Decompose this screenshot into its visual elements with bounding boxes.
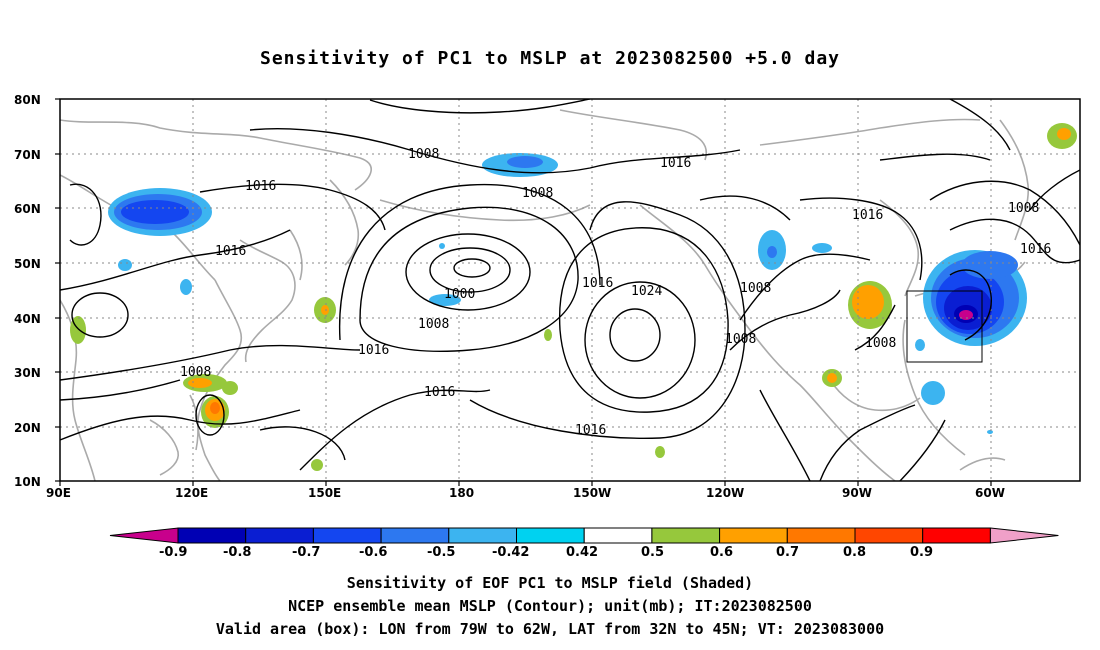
coastlines xyxy=(60,109,1030,481)
colorbar-label: 0.6 xyxy=(710,545,733,560)
contour-label: 1008 xyxy=(725,332,756,347)
colorbar-swatch xyxy=(312,527,382,544)
lon-label: 150W xyxy=(573,486,611,500)
colorbar-label: 0.9 xyxy=(910,545,933,560)
lon-label: 120W xyxy=(706,486,744,500)
contour-label: 1008 xyxy=(408,147,439,162)
contour-label: 1016 xyxy=(424,385,455,400)
caption-line-3: Valid area (box): LON from 79W to 62W, L… xyxy=(215,620,885,638)
contour-label: 1016 xyxy=(1020,242,1051,257)
contour-label: 1008 xyxy=(180,365,211,380)
colorbar-swatch xyxy=(448,527,517,544)
colorbar-swatch xyxy=(922,527,991,544)
colorbar-swatch xyxy=(651,527,721,544)
lon-label: 120E xyxy=(175,486,208,500)
colorbar-swatch xyxy=(854,527,924,544)
lon-label: 60W xyxy=(975,486,1005,500)
colorbar-swatch xyxy=(516,527,585,544)
lon-label: 180 xyxy=(449,486,474,500)
valid-area-box xyxy=(906,290,983,363)
colorbar-swatch xyxy=(177,527,247,544)
lon-label: 150E xyxy=(308,486,341,500)
colorbar-swatch xyxy=(380,527,450,544)
colorbar-label: 0.8 xyxy=(843,545,866,560)
map-frame xyxy=(59,98,1081,482)
colorbar-label: -0.7 xyxy=(292,545,320,560)
lon-label: 90W xyxy=(842,486,872,500)
contour-labels: 1008 1016 1008 1016 1016 1000 1008 1016 … xyxy=(180,147,1051,438)
colorbar-swatch xyxy=(583,527,653,544)
contour-label: 1016 xyxy=(575,423,606,438)
lat-label: 50N xyxy=(14,257,41,271)
colorbar-label: -0.8 xyxy=(223,545,251,560)
lat-label: 80N xyxy=(14,93,41,107)
colorbar-label: 0.5 xyxy=(641,545,664,560)
caption-line-2: NCEP ensemble mean MSLP (Contour); unit(… xyxy=(288,597,812,615)
colorbar-swatch xyxy=(719,527,788,544)
map-content xyxy=(60,99,1080,481)
contour-label: 1016 xyxy=(245,179,276,194)
contour-label: 1016 xyxy=(215,244,246,259)
caption-line-1: Sensitivity of EOF PC1 to MSLP field (Sh… xyxy=(346,574,754,592)
contour-label: 1008 xyxy=(522,186,553,201)
colorbar xyxy=(109,527,1059,544)
colorbar-high-arrow xyxy=(989,527,1059,544)
contour-label: 1016 xyxy=(852,208,883,223)
colorbar-label: 0.42 xyxy=(566,545,598,560)
contour-label: 1008 xyxy=(1008,201,1039,216)
lat-label: 10N xyxy=(14,475,41,489)
contour-label: 1016 xyxy=(358,343,389,358)
contour-label: 1024 xyxy=(631,284,662,299)
lat-label: 60N xyxy=(14,202,41,216)
colorbar-label: -0.9 xyxy=(159,545,187,560)
shaded-sensitivity xyxy=(70,123,1077,471)
lat-label: 20N xyxy=(14,421,41,435)
contour-label: 1016 xyxy=(582,276,613,291)
longitude-labels: 90E 120E 150E 180 150W 120W 90W 60W xyxy=(46,486,1005,500)
contour-label: 1008 xyxy=(740,281,771,296)
lon-label: 90E xyxy=(46,486,71,500)
colorbar-label: -0.42 xyxy=(492,545,529,560)
colorbar-label: -0.5 xyxy=(427,545,455,560)
colorbar-labels: -0.9 -0.8 -0.7 -0.6 -0.5 -0.42 0.42 0.5 … xyxy=(159,545,933,560)
colorbar-swatch xyxy=(786,527,856,544)
colorbar-low-arrow xyxy=(109,527,179,544)
chart-title: Sensitivity of PC1 to MSLP at 2023082500… xyxy=(259,48,840,69)
lat-label: 70N xyxy=(14,148,41,162)
colorbar-label: -0.6 xyxy=(359,545,387,560)
axis-ticks xyxy=(55,98,992,486)
lat-label: 30N xyxy=(14,366,41,380)
colorbar-swatch xyxy=(245,527,314,544)
colorbar-label: 0.7 xyxy=(776,545,799,560)
contour-label: 1000 xyxy=(444,287,475,302)
contour-label: 1016 xyxy=(660,156,691,171)
latitude-labels: 80N 70N 60N 50N 40N 30N 20N 10N xyxy=(14,93,41,489)
mslp-contours xyxy=(60,99,1080,481)
lat-lon-grid xyxy=(60,99,1080,481)
lat-label: 40N xyxy=(14,312,41,326)
contour-label: 1008 xyxy=(865,336,896,351)
contour-label: 1008 xyxy=(418,317,449,332)
